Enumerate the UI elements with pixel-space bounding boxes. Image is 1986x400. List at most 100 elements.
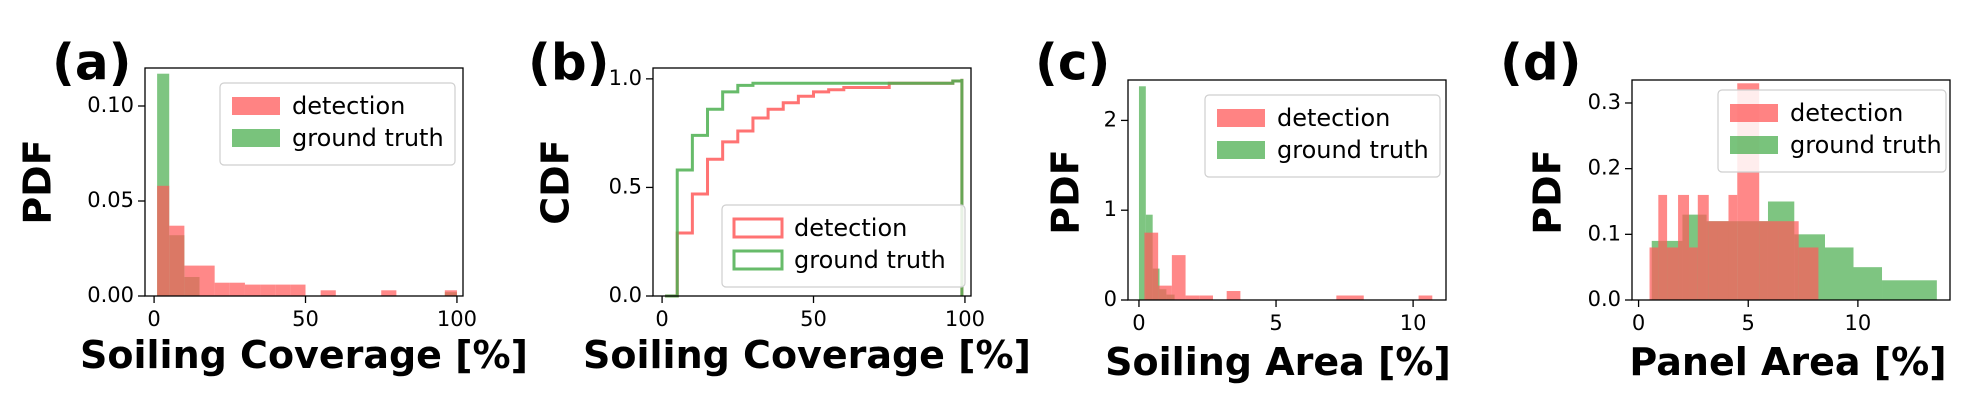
legend-swatch: [732, 249, 784, 271]
legend-swatch: [732, 217, 784, 239]
axes-frame: [1631, 79, 1951, 301]
detection-bar: [260, 284, 276, 296]
x-axis-label: Soiling Area [%]: [1105, 340, 1451, 384]
x-tick-label: 5: [1742, 311, 1755, 335]
ground-truth-bar: [1853, 267, 1883, 300]
panel-2: (b) CDF Soiling Coverage [%]0 50 100 0.0 0.5 1.…: [528, 34, 1031, 378]
x-tick-label: 100: [437, 307, 477, 331]
y-axis-label: CDF: [534, 139, 578, 224]
x-axis-label: Soiling Coverage [%]: [583, 333, 1031, 377]
detection-bar: [1678, 194, 1690, 300]
legend-swatch: [1730, 104, 1778, 122]
x-tick-label: 10: [1400, 311, 1427, 335]
detection-bar: [1418, 295, 1433, 300]
detection-bar: [1658, 194, 1668, 300]
y-tick-label: 0.00: [87, 283, 134, 307]
axes-frame: [1127, 79, 1447, 301]
axes-frame: [652, 67, 972, 297]
y-tick-label: 2: [1104, 107, 1117, 131]
panel-3: (c) PDF Soiling Area [%] 0 5 10 0 1 2 detection gr…: [1035, 34, 1451, 385]
y-tick-label: 0.0: [609, 283, 642, 307]
y-tick-label: 0.5: [609, 174, 642, 198]
legend-label: ground truth: [1790, 131, 1942, 159]
legend: detection ground truth: [219, 82, 456, 166]
panel-letter: (b): [528, 34, 610, 92]
detection-bar: [1667, 247, 1679, 300]
y-tick-label: 0.0: [1588, 287, 1621, 311]
ground-truth-bar: [1824, 247, 1854, 300]
detection-bar: [199, 265, 215, 296]
legend-label: ground truth: [794, 246, 946, 274]
detection-bar: [157, 185, 170, 296]
detection-bar: [381, 290, 397, 296]
x-axis-label: Soiling Coverage [%]: [80, 333, 528, 377]
detection-bar: [184, 265, 200, 296]
plot-area: [1138, 86, 1433, 301]
y-tick-label: 0: [1104, 287, 1117, 311]
y-tick-label: 0.1: [1588, 221, 1621, 245]
plot-area: [157, 73, 457, 296]
x-tick-label: 0: [655, 307, 668, 331]
panel-letter: (d): [1500, 34, 1582, 92]
detection-bar: [275, 284, 291, 296]
x-tick-label: 50: [292, 307, 319, 331]
legend: detection ground truth: [1717, 89, 1947, 173]
detection-bar: [1158, 285, 1172, 300]
x-tick-label: 100: [945, 307, 985, 331]
panel-letter: (c): [1035, 34, 1110, 92]
detection-bar: [1798, 247, 1819, 300]
detection-bar: [1759, 221, 1779, 300]
detection-bar: [1778, 221, 1799, 300]
detection-bar: [320, 290, 336, 296]
legend-swatch: [232, 129, 280, 147]
y-tick-label: 0.3: [1588, 90, 1621, 114]
y-axis-label: PDF: [1044, 149, 1088, 234]
panel-1: (a) PDF Soiling Coverage [%]0 50 100 0.00 0.05…: [16, 34, 528, 378]
legend-label: detection: [794, 214, 907, 242]
y-tick-label: 0.2: [1588, 156, 1621, 180]
legend-swatch: [1217, 141, 1265, 159]
legend-label: detection: [1277, 104, 1390, 132]
y-axis-label: PDF: [16, 139, 60, 224]
legend: detection ground truth: [1204, 94, 1441, 178]
detection-bar: [169, 225, 185, 296]
detection-bar: [1708, 221, 1718, 300]
x-tick-label: 10: [1845, 311, 1872, 335]
legend-label: ground truth: [292, 124, 444, 152]
detection-bar: [214, 282, 230, 296]
detection-bar: [1717, 221, 1729, 300]
axes-frame: [144, 67, 464, 297]
ground-truth-bar: [1138, 86, 1146, 301]
detection-bar: [1171, 255, 1186, 300]
detection-bar: [1649, 247, 1659, 300]
detection-bar: [444, 290, 457, 296]
y-tick-label: 0.05: [87, 188, 134, 212]
detection-bar: [1185, 295, 1200, 300]
detection-bar: [229, 282, 245, 296]
legend-swatch: [232, 97, 280, 115]
detection-bar: [1689, 247, 1698, 300]
detection-bar: [1199, 295, 1213, 300]
x-tick-label: 50: [800, 307, 827, 331]
y-axis-label: PDF: [1526, 149, 1570, 234]
y-tick-label: 0.10: [87, 93, 134, 117]
x-tick-label: 5: [1269, 311, 1282, 335]
detection-bar: [1697, 194, 1709, 300]
legend-label: detection: [292, 92, 405, 120]
legend-swatch: [1217, 109, 1265, 127]
x-tick-label: 0: [1132, 311, 1145, 335]
ground-truth-cdf-line: [665, 78, 964, 298]
ground-truth-bar: [1882, 280, 1937, 300]
y-tick-label: 1.0: [609, 66, 642, 90]
detection-bar: [1336, 295, 1364, 300]
legend-label: detection: [1790, 99, 1903, 127]
plot-area: [665, 78, 964, 298]
x-axis-label: Panel Area [%]: [1629, 340, 1946, 384]
x-tick-label: 0: [1632, 311, 1645, 335]
detection-bar: [290, 284, 306, 296]
panel-4: (d) PDF Panel Area [%] 0 5 10 0.0 0.1 0.2 0.3 dete…: [1500, 34, 1951, 384]
legend: detection ground truth: [721, 204, 966, 288]
legend-swatch: [1730, 136, 1778, 154]
plot-area: [1649, 83, 1937, 300]
